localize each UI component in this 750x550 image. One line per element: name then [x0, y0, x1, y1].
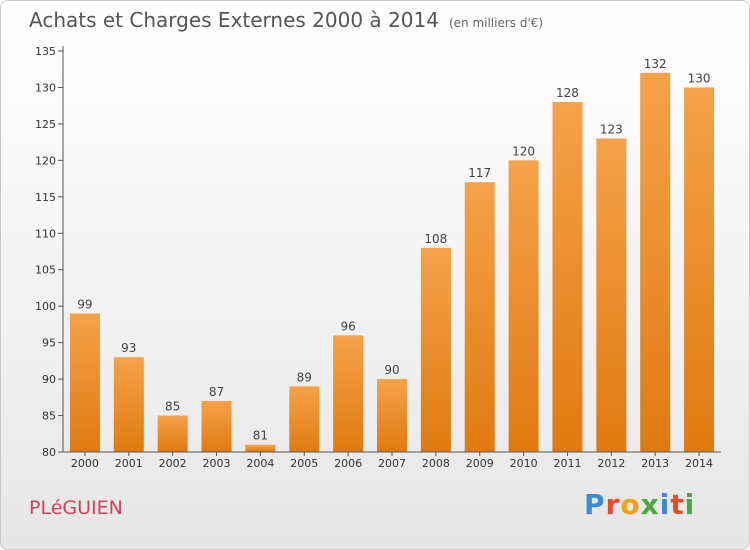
logo-letter: P: [584, 488, 606, 521]
logo-letter: i: [659, 488, 671, 521]
bar-value-label: 130: [688, 71, 711, 85]
bar-value-label: 90: [384, 363, 399, 377]
bar-value-label: 96: [340, 319, 355, 333]
title-text: Achats et Charges Externes 2000 à 2014: [29, 8, 439, 32]
bar: [464, 182, 495, 452]
bar: [113, 357, 144, 452]
logo-letter: x: [640, 488, 660, 521]
x-tick-label: 2006: [334, 457, 362, 470]
bar-value-label: 87: [209, 385, 224, 399]
bar: [333, 335, 364, 452]
commune-name: PLéGUIEN: [29, 497, 123, 519]
x-tick-label: 2009: [466, 457, 494, 470]
y-tick-label: 95: [42, 337, 56, 350]
bar: [596, 138, 627, 452]
bar-value-label: 117: [468, 166, 491, 180]
bar-value-label: 132: [644, 57, 667, 71]
logo-letter: o: [620, 488, 641, 521]
y-tick-label: 85: [42, 410, 56, 423]
x-tick-label: 2004: [246, 457, 274, 470]
x-tick-label: 2010: [510, 457, 538, 470]
y-tick-label: 130: [35, 81, 56, 94]
x-tick-label: 2007: [378, 457, 406, 470]
bar: [69, 313, 100, 452]
y-tick-label: 80: [42, 446, 56, 459]
y-tick-label: 100: [35, 300, 56, 313]
logo-letter: t: [670, 488, 685, 521]
x-tick-label: 2000: [71, 457, 99, 470]
x-tick-label: 2002: [159, 457, 187, 470]
logo-letter: i: [684, 488, 696, 521]
x-tick-label: 2005: [290, 457, 318, 470]
bar: [508, 160, 539, 452]
bar-value-label: 81: [253, 429, 268, 443]
x-tick-label: 2013: [641, 457, 669, 470]
bar: [552, 102, 583, 452]
y-tick-label: 110: [35, 227, 56, 240]
bar: [245, 444, 276, 452]
y-tick-label: 125: [35, 118, 56, 131]
x-tick-label: 2001: [115, 457, 143, 470]
bar: [289, 386, 320, 452]
bar: [684, 87, 715, 453]
y-tick-label: 120: [35, 154, 56, 167]
x-tick-label: 2014: [685, 457, 713, 470]
bar: [377, 379, 407, 452]
bar: [640, 72, 671, 452]
y-tick-label: 135: [35, 45, 56, 58]
bar: [420, 247, 451, 452]
proxiti-logo[interactable]: Proxiti: [584, 488, 695, 521]
bar-value-label: 123: [600, 122, 623, 136]
x-tick-label: 2003: [203, 457, 231, 470]
chart-title: Achats et Charges Externes 2000 à 2014 (e…: [29, 8, 543, 32]
bar-value-label: 120: [512, 144, 535, 158]
bar-value-label: 89: [297, 370, 312, 384]
bar-value-label: 99: [77, 297, 92, 311]
x-tick-label: 2012: [597, 457, 625, 470]
y-tick-label: 115: [35, 191, 56, 204]
chart-subtitle: (en milliers d'€): [448, 16, 544, 30]
bar-value-label: 128: [556, 86, 579, 100]
x-tick-label: 2008: [422, 457, 450, 470]
bar: [157, 415, 188, 452]
logo-letter: r: [605, 488, 621, 521]
bar: [201, 400, 232, 452]
x-tick-label: 2011: [553, 457, 581, 470]
y-tick-label: 90: [42, 373, 56, 386]
bar-value-label: 85: [165, 400, 180, 414]
bar-value-label: 108: [424, 232, 447, 246]
bar-value-label: 93: [121, 341, 136, 355]
y-tick-label: 105: [35, 264, 56, 277]
